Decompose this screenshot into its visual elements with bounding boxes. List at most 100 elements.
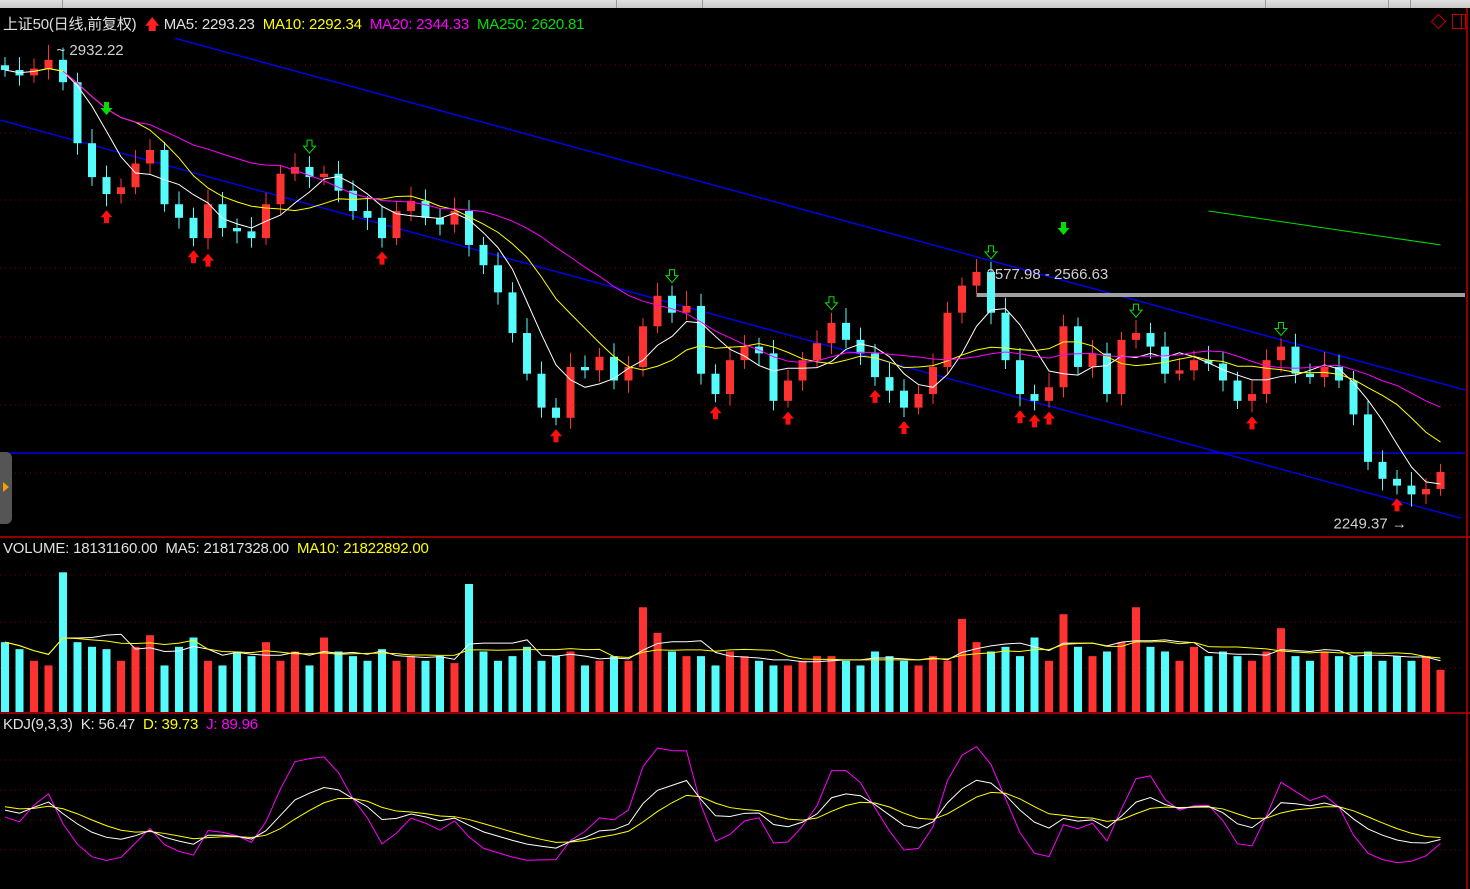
stock-chart[interactable]: ~ 2932.22 2577.98 - 2566.63 2249.37 → bbox=[0, 8, 1470, 889]
candle bbox=[1219, 352, 1227, 392]
candle bbox=[1, 57, 9, 77]
candle bbox=[1059, 314, 1068, 398]
volume-bar bbox=[15, 649, 24, 712]
candle bbox=[88, 128, 96, 186]
candle-body bbox=[784, 380, 792, 401]
volume-bar bbox=[697, 656, 705, 712]
candle-body bbox=[479, 244, 488, 266]
volume-ma5-line bbox=[4, 633, 1441, 663]
volume-bar bbox=[900, 660, 908, 712]
candle-body bbox=[1190, 360, 1198, 371]
candle-body bbox=[1233, 380, 1242, 401]
volume-bar bbox=[218, 665, 227, 712]
upper-trendline bbox=[174, 37, 1466, 391]
candle-body bbox=[189, 217, 198, 239]
candle-body bbox=[856, 339, 865, 354]
candle bbox=[914, 385, 923, 415]
volume-bar bbox=[740, 656, 749, 712]
candle-body bbox=[987, 272, 995, 313]
candle bbox=[73, 72, 82, 155]
volume-bar bbox=[1117, 642, 1126, 712]
candle bbox=[1320, 352, 1329, 388]
candle bbox=[1016, 347, 1024, 407]
candle-body bbox=[711, 373, 720, 395]
candle bbox=[334, 160, 343, 203]
kdj-j-value: J: 89.96 bbox=[206, 716, 258, 733]
volume-ma5-value: MA5: 21817328.00 bbox=[165, 540, 289, 557]
volume-ma10-value: MA10: 21822892.00 bbox=[296, 540, 429, 557]
candle-body bbox=[1161, 346, 1169, 374]
candle bbox=[218, 192, 227, 237]
panel-layout-icon[interactable] bbox=[1452, 14, 1466, 29]
volume-bar bbox=[1335, 656, 1343, 712]
candle-body bbox=[769, 353, 778, 401]
buy-arrow-icon bbox=[1391, 498, 1403, 512]
candle-body bbox=[1132, 333, 1140, 340]
volume-bar bbox=[1378, 660, 1387, 712]
candle-body bbox=[900, 390, 908, 408]
volume-bar bbox=[436, 656, 444, 712]
volume-bar bbox=[537, 660, 546, 712]
kdj-legend: KDJ(9,3,3) K: 56.47 D: 39.73 J: 89.96 bbox=[3, 716, 266, 733]
volume-bar bbox=[929, 656, 937, 712]
volume-bar bbox=[1001, 646, 1010, 712]
low-price-label: 2249.37 → bbox=[1334, 516, 1407, 533]
volume-bar bbox=[726, 651, 734, 712]
candle bbox=[378, 205, 386, 248]
candle bbox=[160, 141, 169, 212]
volume-bar bbox=[494, 660, 502, 712]
volume-bar bbox=[102, 649, 111, 712]
candle-body bbox=[682, 305, 691, 313]
candle-body bbox=[871, 353, 879, 378]
candle-body bbox=[813, 343, 821, 361]
candle bbox=[784, 369, 792, 408]
volume-bar bbox=[798, 660, 807, 712]
candle bbox=[827, 312, 836, 355]
volume-bar bbox=[146, 635, 154, 712]
volume-bar bbox=[958, 618, 966, 712]
volume-bar bbox=[44, 665, 53, 712]
sell-arrow-hollow-icon bbox=[302, 139, 317, 154]
candle bbox=[856, 327, 865, 365]
candle bbox=[508, 282, 517, 343]
volume-bar bbox=[1320, 651, 1329, 712]
candle bbox=[682, 291, 691, 321]
side-panel-toggle[interactable] bbox=[0, 452, 12, 524]
candle-body bbox=[595, 356, 604, 371]
kdj-j-line bbox=[4, 745, 1441, 864]
candle bbox=[885, 362, 894, 403]
volume-bar bbox=[1016, 656, 1024, 712]
candle bbox=[639, 318, 647, 377]
candle-body bbox=[1364, 414, 1372, 462]
volume-bar bbox=[1030, 637, 1039, 712]
sell-arrow-hollow-icon bbox=[983, 245, 999, 260]
candle bbox=[900, 379, 908, 418]
volume-bar bbox=[813, 656, 821, 712]
volume-bar bbox=[363, 660, 372, 712]
buy-arrow-icon bbox=[1043, 411, 1055, 425]
candle-body bbox=[1393, 478, 1401, 486]
candle-body bbox=[958, 285, 966, 313]
buy-arrow-icon bbox=[709, 406, 722, 420]
volume-bar bbox=[450, 663, 459, 712]
candle-body bbox=[552, 407, 560, 418]
candle-body bbox=[1407, 485, 1416, 495]
candle bbox=[871, 343, 879, 386]
candle-body bbox=[436, 217, 444, 225]
chart-tools bbox=[1430, 13, 1466, 30]
candle-body bbox=[102, 177, 111, 195]
candle bbox=[247, 217, 256, 248]
candle-body bbox=[1088, 353, 1097, 367]
diamond-icon[interactable] bbox=[1430, 13, 1447, 30]
volume-bar bbox=[1161, 651, 1169, 712]
volume-bar bbox=[653, 632, 662, 712]
volume-bar bbox=[871, 651, 879, 712]
candle-body bbox=[827, 322, 836, 344]
buy-arrow-icon bbox=[550, 429, 562, 443]
candle-body bbox=[639, 326, 647, 367]
volume-bar bbox=[320, 637, 328, 712]
candle bbox=[1103, 342, 1111, 403]
candle-body bbox=[668, 295, 676, 313]
candle-body bbox=[914, 394, 923, 408]
candle-body bbox=[73, 82, 82, 144]
